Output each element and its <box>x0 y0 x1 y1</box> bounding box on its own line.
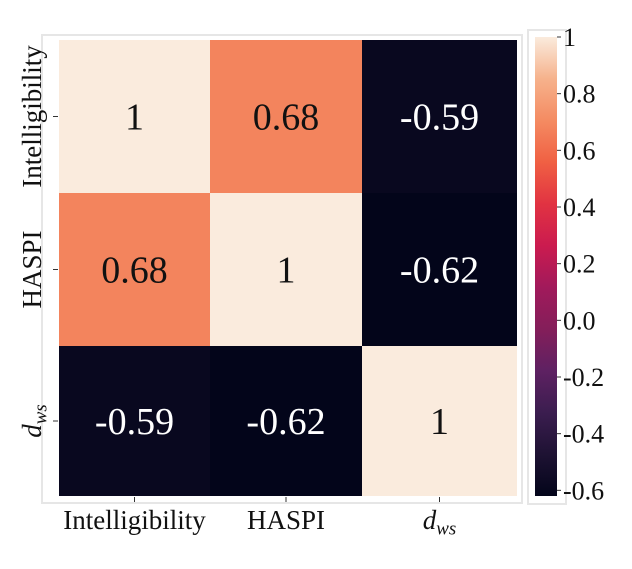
heatmap-cell-r1-c2 <box>362 193 517 346</box>
cell-annotation-r0-c2: -0.59 <box>400 97 479 139</box>
heatmap-cell-r2-c2 <box>362 346 517 496</box>
cell-annotation-r0-c0: 1 <box>125 97 144 139</box>
colorbar-tick-label-4: 0.2 <box>563 250 596 279</box>
y-tick-labels: Intelligibility HASPI dws <box>17 45 58 438</box>
heatmap-annotations: 1 0.68 -0.59 0.68 1 -0.62 -0.59 -0.62 1 <box>95 97 479 444</box>
colorbar-tick-label-7: -0.4 <box>563 420 604 449</box>
x-tick-label-2: dws <box>423 505 456 540</box>
x-tick-labels: Intelligibility HASPI dws <box>63 497 456 540</box>
heatmap-cell-r0-c1 <box>210 40 362 193</box>
heatmap-cell-r0-c2 <box>362 40 517 193</box>
colorbar-frame <box>527 29 567 505</box>
heatmap-frame <box>41 34 523 504</box>
heatmap-cell-r2-c0 <box>59 346 210 496</box>
colorbar-tick-label-5: 0.0 <box>563 306 596 335</box>
colorbar-tick-label-1: 0.8 <box>563 80 596 109</box>
colorbar-tick-label-2: 0.6 <box>563 136 596 165</box>
heatmap-cells <box>41 34 523 504</box>
x-tick-label-0: Intelligibility <box>63 505 206 535</box>
colorbar: 1 0.8 0.6 0.4 0.2 0.0 -0.2 -0.4 -0.6 <box>527 23 604 505</box>
y-tick-label-0: Intelligibility <box>17 45 47 188</box>
cell-annotation-r2-c1: -0.62 <box>246 401 325 443</box>
cell-annotation-r2-c2: 1 <box>430 401 449 443</box>
x-tick-label-1: HASPI <box>247 505 325 535</box>
colorbar-tick-label-0: 1 <box>563 23 576 52</box>
colorbar-tick-label-6: -0.2 <box>563 363 604 392</box>
y-tick-label-2: dws <box>17 404 52 437</box>
heatmap-cell-r1-c1 <box>210 193 362 346</box>
cell-annotation-r0-c1: 0.68 <box>253 97 320 139</box>
cell-annotation-r2-c0: -0.59 <box>95 401 174 443</box>
colorbar-gradient <box>535 37 557 496</box>
heatmap-cell-r1-c0 <box>59 193 210 346</box>
heatmap-cell-r0-c0 <box>59 40 210 193</box>
colorbar-tick-label-3: 0.4 <box>563 193 596 222</box>
heatmap-cell-r2-c1 <box>210 346 362 496</box>
colorbar-tick-label-8: -0.6 <box>563 476 604 505</box>
cell-annotation-r1-c1: 1 <box>277 250 296 292</box>
y-tick-label-1: HASPI <box>17 230 47 308</box>
cell-annotation-r1-c2: -0.62 <box>400 250 479 292</box>
cell-annotation-r1-c0: 0.68 <box>101 250 168 292</box>
